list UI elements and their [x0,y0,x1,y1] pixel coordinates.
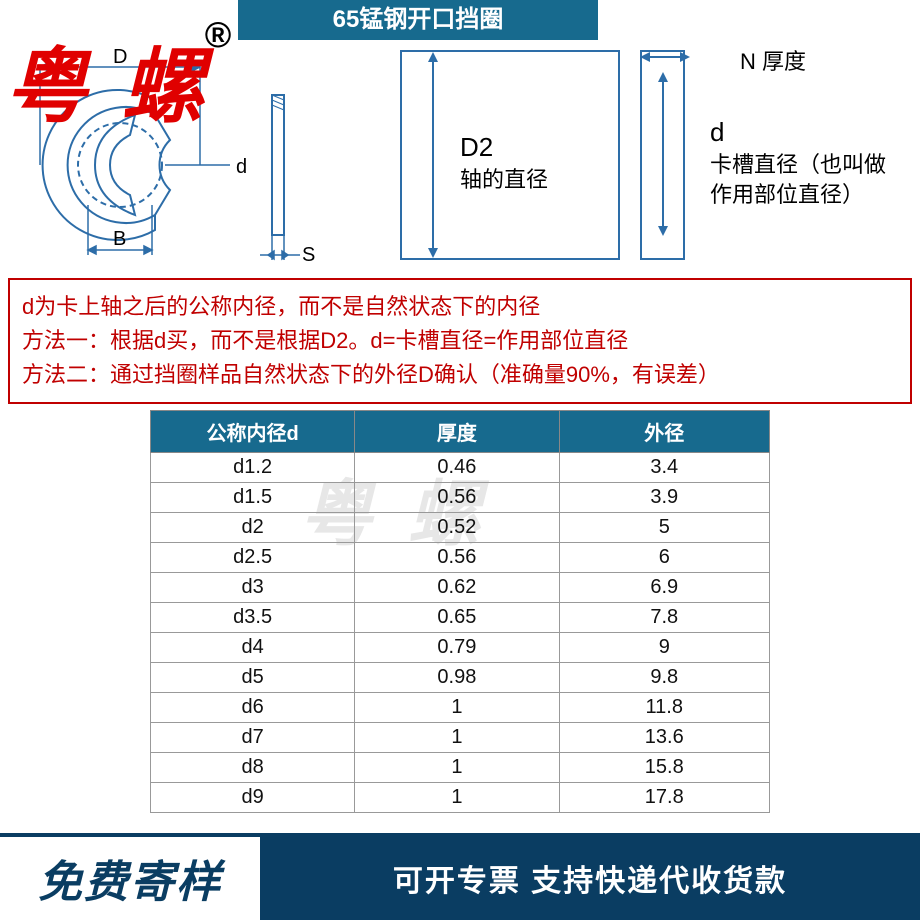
table-cell: 15.8 [559,753,769,783]
table-cell: 0.56 [355,543,559,573]
table-cell: 5 [559,513,769,543]
table-cell: d3.5 [151,603,355,633]
table-row: d9117.8 [151,783,770,813]
spec-table: 公称内径d 厚度 外径 d1.20.463.4d1.50.563.9d20.52… [150,410,770,813]
table-header: 厚度 [355,411,559,453]
table-row: d1.50.563.9 [151,483,770,513]
table-cell: d7 [151,723,355,753]
table-cell: 11.8 [559,693,769,723]
table-row: d7113.6 [151,723,770,753]
table-cell: d1.2 [151,453,355,483]
table-cell: d8 [151,753,355,783]
table-cell: 9 [559,633,769,663]
table-cell: 7.8 [559,603,769,633]
footer-banner: 免费寄样 可开专票 支持快递代收货款 [0,835,920,920]
table-header: 公称内径d [151,411,355,453]
table-cell: 17.8 [559,783,769,813]
table-cell: d9 [151,783,355,813]
table-row: d3.50.657.8 [151,603,770,633]
table-cell: d2 [151,513,355,543]
table-cell: 0.62 [355,573,559,603]
title-bar: 65锰钢开口挡圈 [238,0,598,40]
svg-text:B: B [113,228,126,250]
table-cell: 0.65 [355,603,559,633]
table-row: d1.20.463.4 [151,453,770,483]
svg-text:d: d [236,156,247,178]
instruction-line: 方法一：根据d买，而不是根据D2。d=卡槽直径=作用部位直径 [22,324,898,358]
table-row: d2.50.566 [151,543,770,573]
table-cell: d5 [151,663,355,693]
instruction-line: 方法二：通过挡圈样品自然状态下的外径D确认（准确量90%，有误差） [22,358,898,392]
table-cell: 1 [355,783,559,813]
top-section: 65锰钢开口挡圈 粤 螺® D [0,0,920,270]
table-cell: 3.9 [559,483,769,513]
table-row: d40.799 [151,633,770,663]
registered-icon: ® [205,14,238,55]
table-cell: d2.5 [151,543,355,573]
table-cell: d1.5 [151,483,355,513]
label-d-desc: d 卡槽直径（也叫做作用部位直径） [710,115,905,209]
table-header: 外径 [559,411,769,453]
right-technical-diagram: D2 轴的直径 N 厚度 d 卡槽直径（也叫做作用部位直径） [390,45,910,270]
table-row: d8115.8 [151,753,770,783]
table-cell: 9.8 [559,663,769,693]
table-cell: d6 [151,693,355,723]
footer-right: 可开专票 支持快递代收货款 [260,835,920,920]
table-cell: 1 [355,723,559,753]
table-cell: 0.79 [355,633,559,663]
table-cell: 0.56 [355,483,559,513]
spec-table-wrap: 公称内径d 厚度 外径 d1.20.463.4d1.50.563.9d20.52… [0,410,920,813]
table-cell: 1 [355,753,559,783]
instruction-box: d为卡上轴之后的公称内径，而不是自然状态下的内径 方法一：根据d买，而不是根据D… [8,278,912,404]
svg-text:S: S [302,244,315,266]
table-cell: d3 [151,573,355,603]
label-D2: D2 轴的直径 [460,130,548,195]
footer-left: 免费寄样 [0,835,260,920]
table-cell: 13.6 [559,723,769,753]
table-cell: 0.46 [355,453,559,483]
table-row: d50.989.8 [151,663,770,693]
table-cell: d4 [151,633,355,663]
table-cell: 1 [355,693,559,723]
table-row: d20.525 [151,513,770,543]
table-header-row: 公称内径d 厚度 外径 [151,411,770,453]
table-row: d6111.8 [151,693,770,723]
table-cell: 0.98 [355,663,559,693]
label-N: N 厚度 [740,47,806,77]
table-cell: 0.52 [355,513,559,543]
instruction-line: d为卡上轴之后的公称内径，而不是自然状态下的内径 [22,290,898,324]
table-cell: 6.9 [559,573,769,603]
brand-logo: 粤 螺® [5,20,242,139]
table-cell: 3.4 [559,453,769,483]
brand-text: 粤 螺 [5,42,210,133]
table-row: d30.626.9 [151,573,770,603]
table-cell: 6 [559,543,769,573]
